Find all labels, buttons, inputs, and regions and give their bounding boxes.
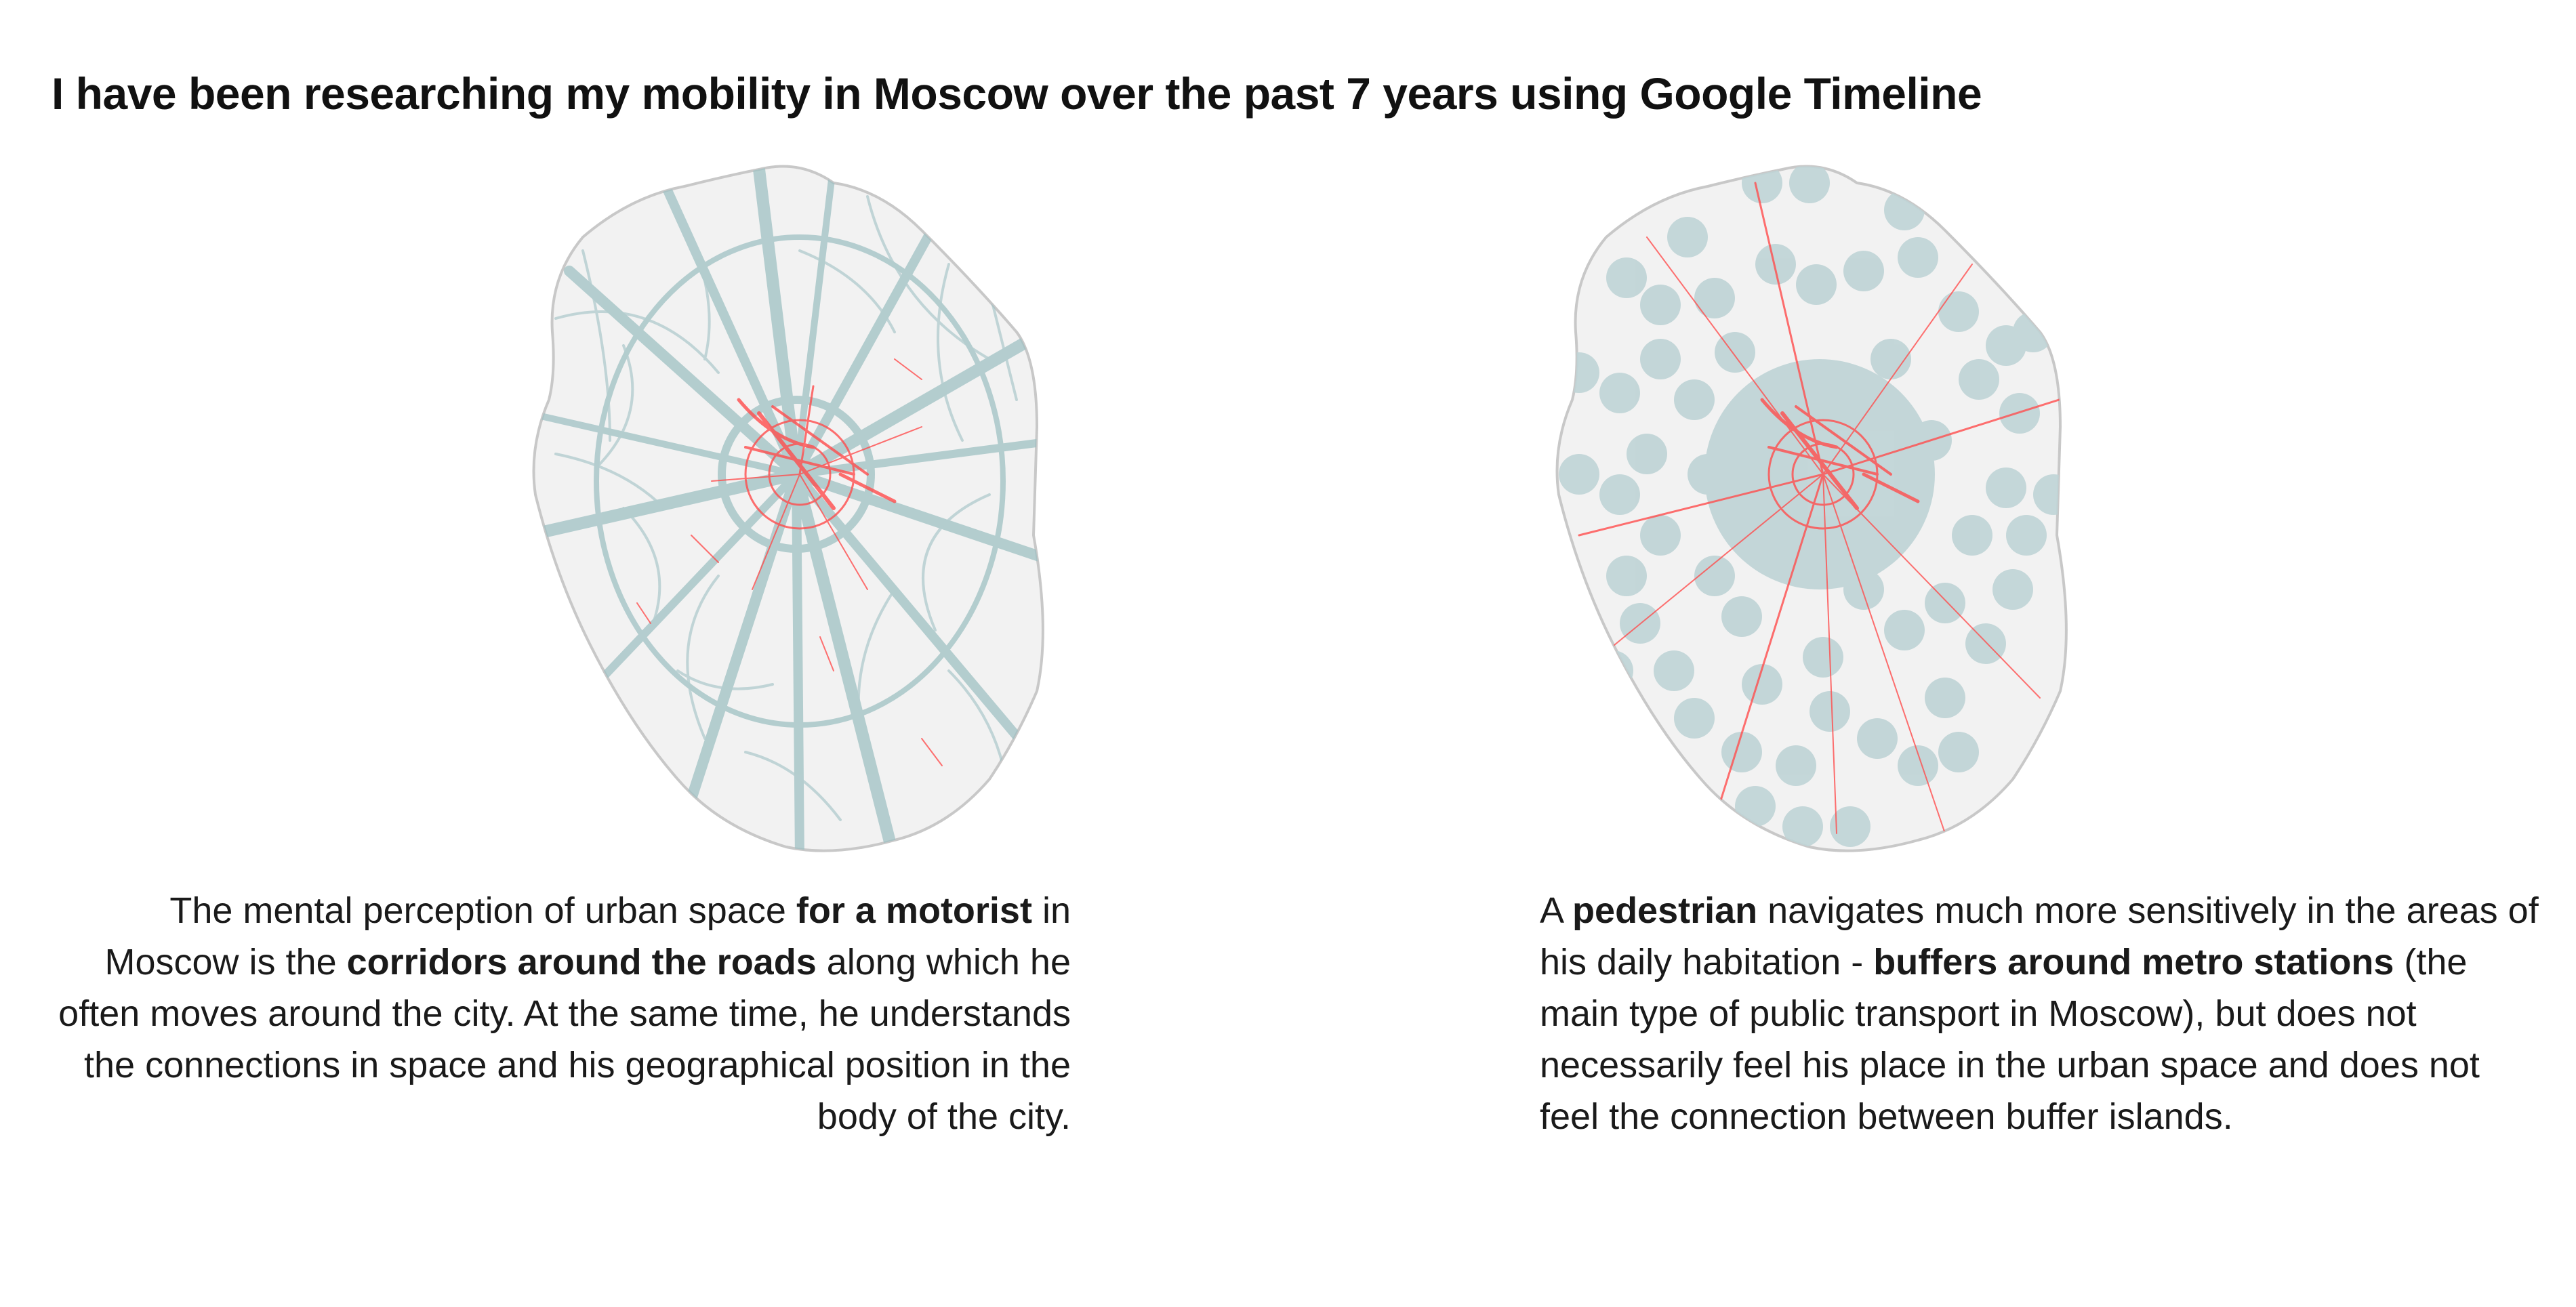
moscow-map-motorist xyxy=(532,165,1044,852)
moscow-map-pedestrian xyxy=(1555,165,2068,852)
gps-tracks xyxy=(636,358,943,766)
caption-pedestrian: A pedestrian navigates much more sensiti… xyxy=(1540,890,2539,1137)
caption-motorist: The mental perception of urban space for… xyxy=(58,890,1071,1137)
gps-tracks xyxy=(1578,182,2066,834)
road-corridors xyxy=(533,166,1043,851)
metro-buffers xyxy=(1559,166,2066,847)
page-title: I have been researching my mobility in M… xyxy=(52,68,1982,119)
